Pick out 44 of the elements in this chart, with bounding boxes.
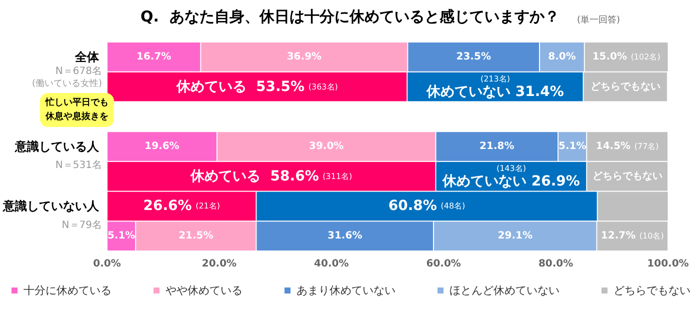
data-label: 15.0% (102名): [592, 51, 660, 62]
data-label: (213名) 休めていない 31.4%: [425, 74, 564, 100]
legend-label: ほとんど休めていない: [450, 284, 560, 297]
data-label: 8.0%: [548, 51, 576, 62]
data-label: 23.5%: [456, 51, 491, 62]
data-label: どちらでもない: [590, 81, 660, 92]
data-label: 29.1%: [498, 230, 532, 242]
data-label: (143名) 休めていない 26.9%: [441, 164, 580, 190]
text: N＝79名: [62, 219, 102, 232]
data-label: 36.9%: [286, 51, 322, 62]
data-label: 休めている 58.6% (311名): [190, 168, 352, 184]
x-tick-label: 60.0%: [426, 258, 461, 270]
x-tick-label: 0.0%: [93, 258, 121, 270]
data-label: 26.6% (21名): [143, 198, 220, 214]
legend-label: どちらでもない: [614, 284, 690, 297]
x-tick-label: 80.0%: [538, 258, 574, 270]
data-label: 60.8% (48名): [388, 198, 466, 214]
y-tick-label: 意識していない人: [2, 199, 100, 214]
text: N＝678名: [55, 65, 102, 78]
x-tick-label: 20.0%: [202, 258, 237, 270]
y-tick-label: 全体: [74, 50, 100, 64]
data-label: 休めている 53.5% (363名): [175, 78, 338, 95]
data-label: どちらでもない: [592, 170, 662, 182]
data-label: 39.0%: [309, 141, 344, 152]
data-label: 21.8%: [480, 141, 514, 152]
data-label: 5.1%: [107, 230, 136, 242]
data-label: 14.5% (77名): [596, 141, 659, 152]
data-label: 5.1%: [558, 141, 586, 152]
speech-bubble: 忙しい平日でも休息や息抜きを: [40, 93, 114, 127]
data-label: 21.5%: [178, 230, 214, 242]
text: N＝531名: [55, 159, 102, 172]
data-label: 31.6%: [328, 230, 362, 242]
legend-label: あまり休めていない: [296, 284, 396, 297]
y-tick-label: 意識している人: [14, 140, 100, 154]
text: (働いている女性): [32, 78, 102, 90]
chart-subtitle: (単一回答): [577, 14, 620, 26]
x-tick-label: 100.0%: [647, 258, 689, 270]
data-label: 19.6%: [144, 141, 180, 152]
legend-label: やや休めている: [166, 284, 242, 297]
chart-title: Q. あなた自身、休日は十分に休めていると感じていますか？: [140, 8, 560, 26]
x-tick-label: 40.0%: [314, 258, 349, 270]
data-label: 12.7% (10名): [600, 230, 664, 242]
data-label: 16.7%: [136, 51, 172, 62]
legend-label: 十分に休めている: [24, 284, 112, 297]
